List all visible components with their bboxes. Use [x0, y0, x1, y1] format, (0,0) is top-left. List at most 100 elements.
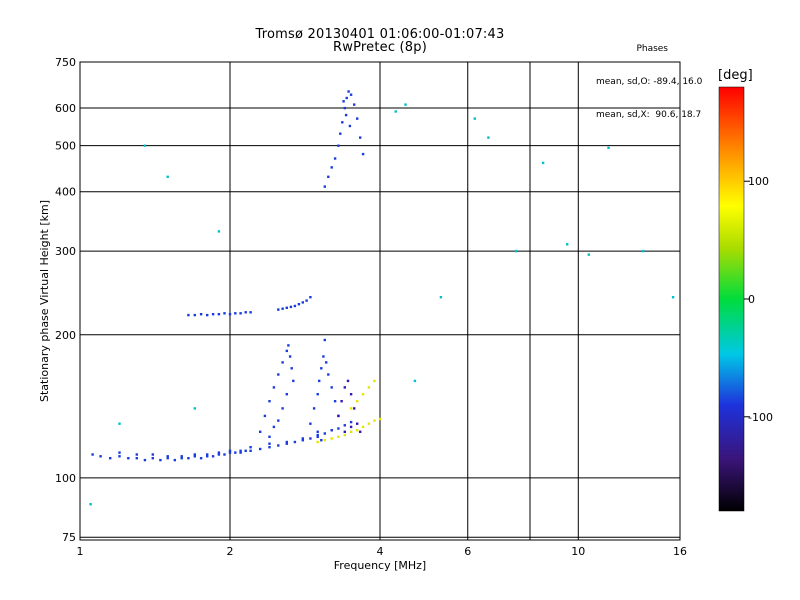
data-point — [356, 400, 359, 403]
x-tick-label: 2 — [227, 545, 234, 558]
y-tick-label: 100 — [55, 472, 76, 485]
data-point — [228, 313, 232, 316]
data-point — [320, 367, 323, 370]
data-point — [339, 132, 342, 135]
data-point — [356, 429, 359, 432]
colorbar-tick-label: -100 — [748, 411, 773, 424]
data-point — [259, 430, 262, 433]
data-point — [394, 110, 397, 113]
data-point — [337, 144, 340, 147]
data-point — [285, 306, 288, 309]
data-point — [166, 455, 169, 458]
data-point — [347, 90, 350, 93]
data-point — [239, 312, 242, 315]
data-point — [287, 344, 290, 347]
phase-stats: Phases mean, sd,O: -89.4, 16.0 mean, sd,… — [596, 22, 706, 132]
data-point — [330, 437, 333, 440]
data-point — [309, 422, 312, 425]
data-point — [359, 430, 362, 433]
data-point — [193, 407, 196, 410]
data-point — [340, 400, 343, 403]
data-point — [323, 432, 326, 435]
x-tick-label: 6 — [464, 545, 471, 558]
data-point — [244, 449, 247, 452]
y-tick-label: 75 — [62, 531, 76, 544]
data-point — [217, 453, 221, 456]
data-point — [159, 458, 162, 462]
data-point — [373, 379, 376, 383]
data-point — [322, 355, 325, 358]
data-point — [337, 427, 340, 430]
data-point — [277, 444, 280, 447]
data-point — [272, 386, 276, 389]
data-point — [268, 435, 271, 438]
x-tick-label: 1 — [77, 545, 84, 558]
data-point — [587, 253, 590, 256]
data-point — [671, 296, 675, 299]
data-point — [356, 117, 359, 120]
data-point — [297, 303, 301, 306]
x-tick-label: 16 — [673, 545, 687, 558]
data-point — [89, 503, 92, 506]
data-point — [211, 313, 215, 316]
data-point — [345, 96, 348, 100]
data-point — [333, 157, 337, 160]
data-point — [277, 419, 280, 422]
data-point — [361, 425, 365, 429]
data-point — [151, 457, 154, 460]
data-point — [337, 414, 340, 418]
data-point — [344, 113, 348, 117]
data-point — [320, 439, 323, 442]
colorbar-tick-label: 100 — [748, 175, 769, 188]
x-tick-label: 4 — [377, 545, 384, 558]
data-point — [289, 305, 293, 309]
data-point — [199, 457, 203, 460]
y-tick-label: 200 — [55, 329, 76, 342]
data-point — [206, 453, 209, 456]
plot-points — [89, 90, 675, 506]
x-axis-label: Frequency [MHz] — [334, 559, 426, 572]
data-point — [316, 433, 319, 437]
data-point — [268, 400, 271, 403]
colorbar-ticks: 100 0 -100 — [744, 175, 773, 424]
data-point — [359, 136, 362, 139]
data-point — [109, 457, 112, 460]
data-point — [487, 136, 490, 139]
plot-frame — [79, 61, 681, 541]
data-point — [199, 313, 203, 316]
data-point — [341, 121, 344, 124]
data-point — [166, 175, 169, 178]
data-point — [305, 299, 308, 302]
data-point — [316, 435, 319, 438]
data-point — [348, 124, 352, 128]
data-point — [277, 308, 280, 311]
data-point — [367, 386, 371, 389]
data-point — [290, 367, 293, 370]
data-point — [187, 313, 190, 317]
data-point — [343, 386, 346, 389]
y-tick-label: 600 — [55, 102, 76, 115]
data-point — [343, 424, 346, 427]
data-point — [293, 440, 297, 444]
data-point — [281, 407, 284, 410]
data-point — [333, 400, 337, 403]
colorbar-unit: [deg] — [718, 68, 753, 83]
data-point — [439, 296, 443, 299]
tick-labels: 1 2 4 6 10 16 75 100 200 300 400 500 600 750 — [55, 56, 687, 558]
data-point — [151, 453, 154, 456]
data-point — [473, 117, 476, 120]
data-point — [180, 457, 183, 460]
data-point — [330, 166, 333, 169]
data-point — [330, 429, 333, 432]
data-point — [217, 230, 221, 233]
y-axis-label: Stationary phase Virtual Height [km] — [38, 200, 51, 402]
data-point — [263, 414, 267, 418]
data-point — [361, 393, 365, 396]
data-point — [309, 296, 312, 299]
data-point — [285, 393, 288, 396]
y-tick-label: 300 — [55, 245, 76, 258]
data-point — [166, 457, 169, 460]
chart-title: Tromsø 20130401 01:06:00-01:07:43 — [255, 27, 505, 42]
data-point — [285, 440, 288, 444]
